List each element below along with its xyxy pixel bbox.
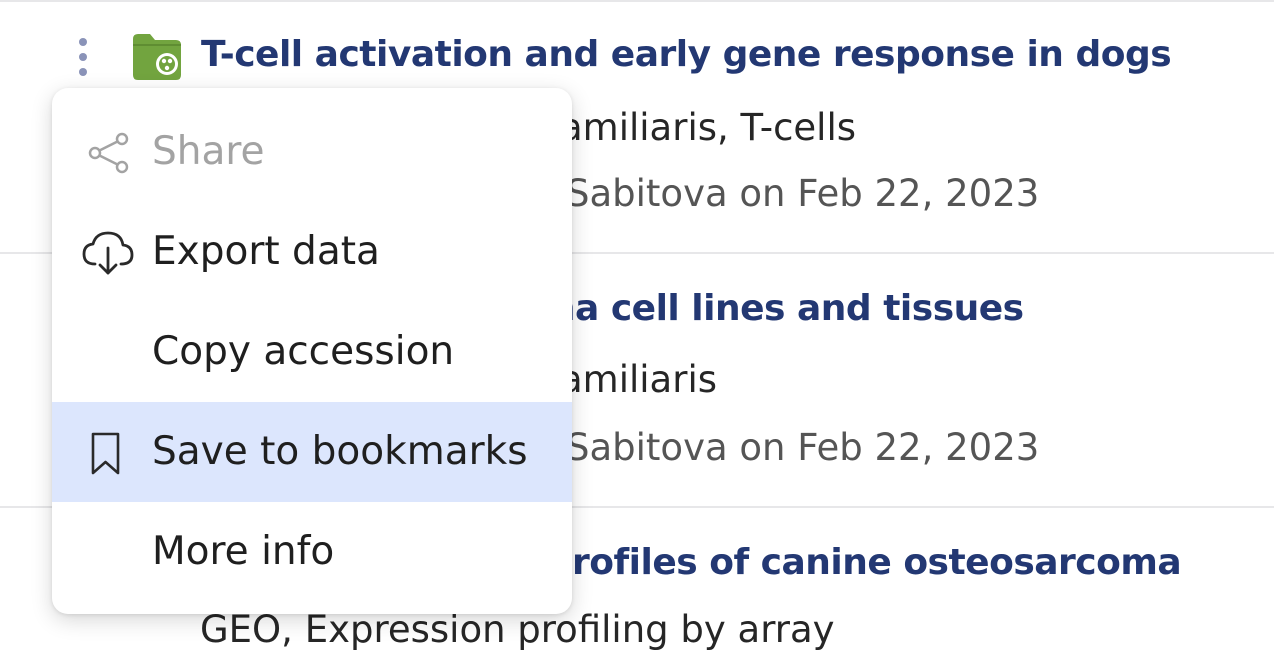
row-context-menu: Share Export data Copy accession Save to…: [52, 88, 572, 614]
result-title-link[interactable]: rofiles of canine osteosarcoma: [572, 542, 1182, 583]
menu-item-share[interactable]: Share: [52, 102, 572, 202]
kebab-dot: [79, 53, 87, 61]
menu-item-label: More info: [152, 529, 335, 574]
kebab-dot: [79, 38, 87, 46]
cloud-download-icon: [82, 231, 134, 275]
share-icon: [88, 132, 129, 174]
menu-item-label: Share: [152, 129, 265, 174]
result-organism: amiliaris: [560, 358, 717, 401]
result-subtitle: GEO, Expression profiling by array: [200, 608, 835, 651]
result-title-link[interactable]: ma cell lines and tissues: [538, 288, 1024, 329]
row-divider: [0, 252, 1274, 254]
row-divider: [0, 506, 1274, 508]
menu-item-copy-accession[interactable]: Copy accession: [52, 302, 572, 402]
row-actions-menu-button[interactable]: [70, 30, 96, 84]
menu-item-label: Save to bookmarks: [152, 429, 528, 474]
bookmark-icon: [91, 432, 120, 475]
menu-item-label: Export data: [152, 229, 380, 274]
result-organism: amiliaris, T-cells: [560, 106, 857, 149]
result-title-link[interactable]: T-cell activation and early gene respons…: [201, 34, 1172, 75]
menu-item-more-info[interactable]: More info: [52, 502, 572, 602]
menu-item-label: Copy accession: [152, 329, 455, 374]
result-submitted-info: Sabitova on Feb 22, 2023: [566, 172, 1040, 215]
dataset-folder-icon: [133, 34, 181, 80]
row-divider: [0, 0, 1274, 2]
menu-item-export-data[interactable]: Export data: [52, 202, 572, 302]
kebab-dot: [79, 68, 87, 76]
menu-item-save-to-bookmarks[interactable]: Save to bookmarks: [52, 402, 572, 502]
result-submitted-info: Sabitova on Feb 22, 2023: [566, 426, 1040, 469]
